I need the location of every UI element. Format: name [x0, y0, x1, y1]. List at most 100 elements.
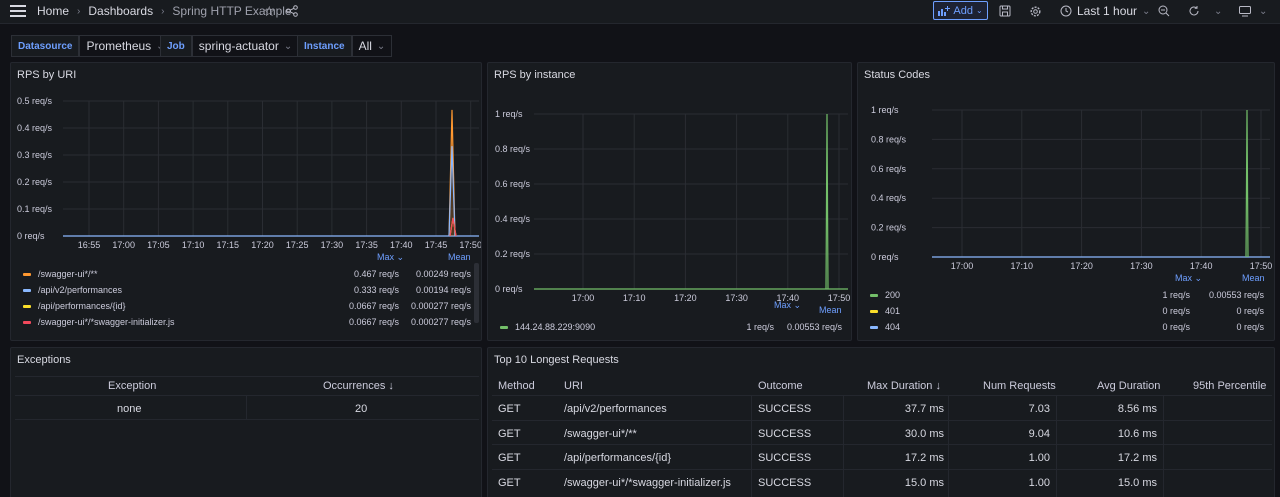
legend-header-mean[interactable]: Mean: [1242, 273, 1265, 283]
view-mode-chevron-down-icon[interactable]: ⌄: [1259, 5, 1268, 17]
add-button-label: Add: [953, 4, 973, 17]
menu-icon[interactable]: [10, 0, 26, 22]
x-tick-label: 17:25: [286, 240, 309, 250]
panel-rps-by-uri: RPS by URI 0.5 req/s 0.4 req/s 0.3 req/s 0.…: [10, 62, 482, 341]
series-color-swatch: [870, 325, 878, 329]
legend-max: 1 req/s: [746, 322, 774, 332]
table-row[interactable]: [492, 468, 1272, 470]
panel-title[interactable]: RPS by instance: [494, 69, 576, 81]
x-tick-label: 17:45: [425, 240, 448, 250]
table-cell: /api/v2/performances: [564, 403, 667, 415]
column-header-num-requests[interactable]: Num Requests: [983, 380, 1056, 392]
y-tick-label: 0.4 req/s: [871, 193, 907, 203]
legend-item[interactable]: 404: [870, 319, 900, 335]
legend-max: 0 req/s: [1162, 306, 1190, 316]
table-divider: [15, 395, 479, 396]
legend-header-max[interactable]: Max ⌄: [377, 252, 405, 262]
status-codes-chart[interactable]: 1 req/s 0.8 req/s 0.6 req/s 0.4 req/s 0.2 re…: [858, 63, 1275, 278]
legend-header-mean[interactable]: Mean: [448, 252, 471, 262]
breadcrumb-dashboards[interactable]: Dashboards: [88, 4, 154, 18]
series-color-swatch: [500, 325, 508, 329]
legend-item[interactable]: 200: [870, 287, 900, 303]
legend-scrollbar[interactable]: [474, 263, 479, 323]
legend-item[interactable]: 401: [870, 303, 900, 319]
breadcrumb-dashboard-title: Spring HTTP Example: [172, 4, 292, 18]
column-header-exception[interactable]: Exception: [108, 380, 157, 392]
x-tick-label: 17:00: [112, 240, 135, 250]
table-row[interactable]: [492, 444, 1272, 445]
rps-by-instance-chart[interactable]: 1 req/s 0.8 req/s 0.6 req/s 0.4 req/s 0.2 re…: [488, 63, 852, 308]
y-tick-label: 0.2 req/s: [871, 223, 907, 233]
table-cell: 7.03: [1028, 403, 1050, 415]
star-icon[interactable]: ☆: [263, 2, 276, 19]
column-header-method[interactable]: Method: [498, 380, 535, 392]
legend-header-max[interactable]: Max ⌄: [774, 300, 802, 310]
table-row[interactable]: [492, 395, 1272, 396]
series-name: 144.24.88.229:9090: [515, 322, 596, 332]
table-cell: 37.7 ms: [904, 403, 944, 415]
y-tick-label: 0.3 req/s: [17, 150, 53, 160]
column-header-95th-percentile[interactable]: 95th Percentile: [1193, 380, 1267, 392]
legend-header-max[interactable]: Max ⌄: [1175, 273, 1203, 283]
settings-gear-icon[interactable]: [1029, 0, 1042, 22]
legend-item[interactable]: /api/performances/{id}: [23, 298, 126, 314]
refresh-icon[interactable]: [1188, 0, 1200, 22]
table-cell: 8.56 ms: [1117, 403, 1157, 415]
column-header-uri[interactable]: URI: [564, 380, 583, 392]
series-name: 200: [885, 290, 901, 300]
tv-mode-icon[interactable]: [1239, 0, 1251, 22]
x-tick-label: 17:10: [623, 293, 646, 303]
panel-title[interactable]: Status Codes: [864, 69, 931, 81]
legend-item[interactable]: /api/v2/performances: [23, 282, 122, 298]
table-row[interactable]: [492, 419, 1272, 421]
y-tick-label: 1 req/s: [871, 105, 899, 115]
table-cell: GET: [498, 403, 521, 415]
table-cell: /swagger-ui*/*swagger-initializer.js: [564, 476, 731, 489]
legend-item[interactable]: 144.24.88.229:9090: [500, 319, 595, 335]
panel-title[interactable]: RPS by URI: [17, 69, 77, 81]
series-color-swatch: [870, 309, 878, 313]
variable-label: Instance: [297, 35, 352, 57]
table-cell: 17.2 ms: [1117, 452, 1157, 464]
select-value: spring-actuator: [198, 39, 279, 53]
series-line: [1245, 109, 1249, 258]
series-color-swatch: [23, 320, 31, 324]
x-tick-label: 17:10: [1011, 261, 1034, 271]
time-range-picker[interactable]: Last 1 hour ⌄: [1060, 0, 1150, 22]
x-tick-label: 16:55: [78, 240, 101, 250]
column-header-max-duration[interactable]: Max Duration ↓: [867, 380, 941, 392]
add-button[interactable]: Add ⌄: [933, 1, 988, 20]
panel-title[interactable]: Exceptions: [17, 354, 71, 366]
series-line: [825, 113, 829, 290]
zoom-out-icon[interactable]: [1158, 0, 1170, 22]
column-header-occurrences[interactable]: Occurrences ↓: [323, 380, 394, 392]
series-name: /api/v2/performances: [38, 285, 123, 295]
share-icon[interactable]: [286, 0, 298, 22]
rps-by-uri-chart[interactable]: 0.5 req/s 0.4 req/s 0.3 req/s 0.2 req/s 0.1 …: [11, 63, 482, 263]
breadcrumb-home[interactable]: Home: [37, 4, 70, 18]
panel-title[interactable]: Top 10 Longest Requests: [494, 354, 619, 366]
column-header-outcome[interactable]: Outcome: [758, 380, 803, 392]
table-cell: SUCCESS: [758, 427, 812, 440]
save-icon[interactable]: [999, 0, 1011, 22]
instance-select[interactable]: All ⌄: [351, 35, 393, 57]
series-line: [449, 217, 457, 237]
x-tick-label: 17:20: [251, 240, 274, 250]
top-navigation-bar: Home › Dashboards › Spring HTTP Example …: [0, 0, 1280, 24]
job-select[interactable]: spring-actuator ⌄: [191, 35, 300, 57]
legend-header-mean[interactable]: Mean: [819, 305, 842, 315]
legend-item[interactable]: /swagger-ui*/**: [23, 266, 98, 282]
column-header-avg-duration[interactable]: Avg Duration: [1097, 380, 1161, 392]
table-cell: GET: [498, 427, 521, 440]
refresh-interval-chevron-down-icon[interactable]: ⌄: [1214, 5, 1223, 17]
series-color-swatch: [23, 272, 31, 276]
legend-item[interactable]: /swagger-ui*/*swagger-initializer.js: [23, 314, 175, 330]
y-tick-label: 0 req/s: [871, 252, 899, 262]
column-divider: [1163, 395, 1164, 497]
datasource-select[interactable]: Prometheus ⌄: [79, 35, 172, 57]
series-color-swatch: [23, 288, 31, 292]
x-tick-label: 17:30: [1130, 261, 1153, 271]
x-tick-label: 17:40: [390, 240, 413, 250]
series-name: /swagger-ui*/*swagger-initializer.js: [38, 317, 175, 327]
panel-top-longest-requests: Top 10 Longest Requests Method URI Outco…: [487, 347, 1275, 497]
